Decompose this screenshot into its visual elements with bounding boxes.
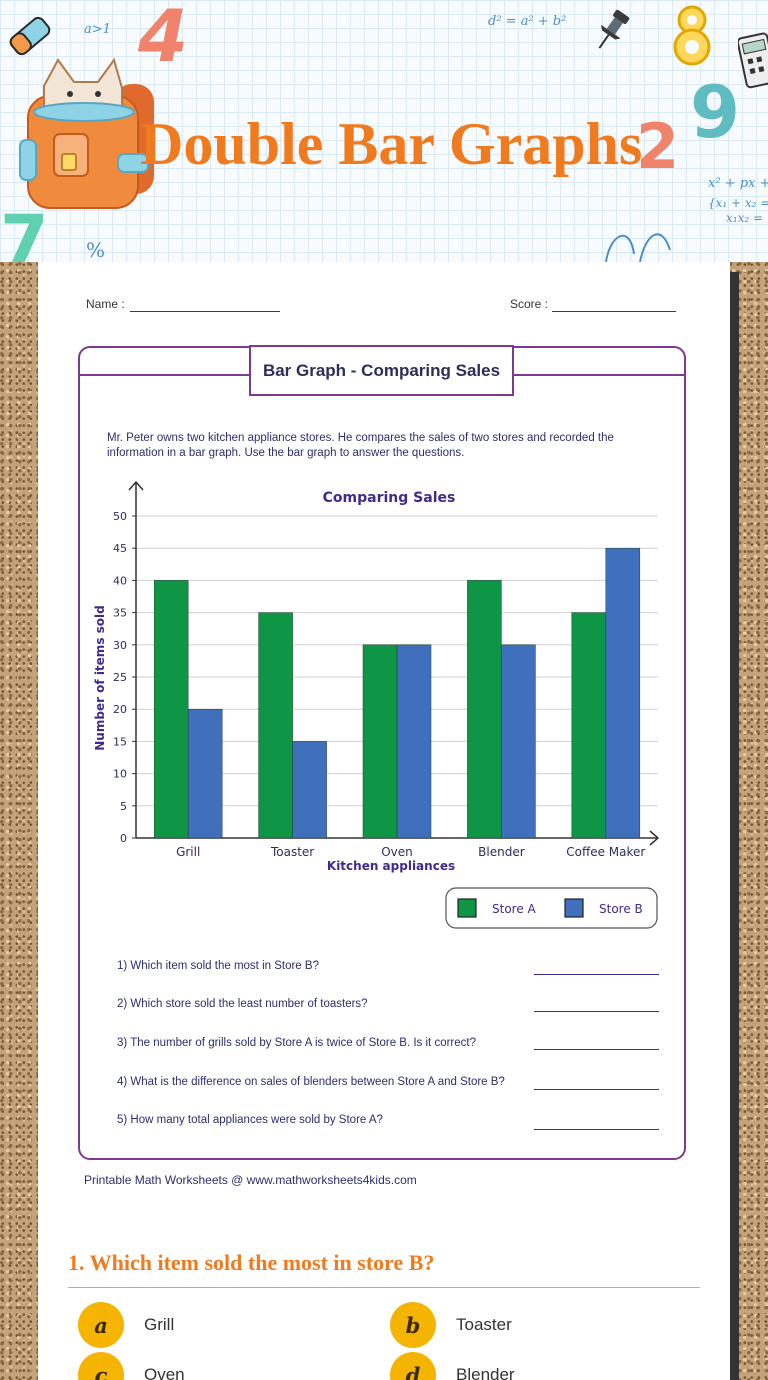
- score-line: [552, 311, 676, 312]
- worksheet-question-1: 1) Which item sold the most in Store B?: [117, 960, 319, 972]
- formula-system-second: x₁x₂ =: [726, 211, 764, 225]
- quiz-question: 1. Which item sold the most in store B?: [68, 1250, 435, 1275]
- digit-seven-decor: 7: [0, 200, 49, 262]
- y-axis-arrow: [128, 480, 144, 491]
- worksheet-image: Name : Score : Bar Graph - Comparing Sal…: [74, 290, 694, 1195]
- y-tick-label: 25: [113, 671, 127, 684]
- y-tick-label: 50: [113, 510, 127, 523]
- x-axis-arrow: [649, 830, 660, 846]
- option-d[interactable]: d Blender: [390, 1352, 515, 1380]
- name-line: [130, 311, 280, 312]
- page-title: Double Bar Graphs: [140, 111, 643, 177]
- bar-store-a: [258, 612, 293, 839]
- pushpin-icon: [598, 9, 630, 49]
- panel-side-rule: [730, 272, 739, 1380]
- bar-store-b: [187, 708, 223, 839]
- y-tick-label: 35: [113, 607, 127, 620]
- bar-store-b: [605, 547, 641, 839]
- worksheet-question-2: 2) Which store sold the least number of …: [117, 998, 368, 1010]
- option-d-label: Blender: [456, 1365, 515, 1380]
- option-d-badge: d: [390, 1352, 436, 1380]
- x-tick-label: Toaster: [270, 845, 314, 859]
- x-tick-label: Oven: [381, 845, 413, 859]
- answer-line-4: [534, 1089, 659, 1090]
- answer-line-5: [534, 1129, 659, 1130]
- percent-decor: %: [86, 238, 106, 262]
- chart-legend: [445, 887, 658, 929]
- answer-line-2: [534, 1011, 659, 1012]
- y-tick-label: 40: [113, 574, 127, 587]
- legend-label: Store A: [492, 902, 537, 916]
- legend-swatch: [564, 898, 584, 918]
- formula-square: d² = a² + b²: [488, 14, 567, 29]
- backpack-cat-icon: [19, 57, 154, 209]
- option-a[interactable]: a Grill: [78, 1302, 174, 1348]
- digit-four-decor: 4: [138, 0, 189, 78]
- y-tick-label: 20: [113, 703, 127, 716]
- eraser-icon: [9, 16, 51, 56]
- bar-chart: 0 5 10 15 20 25 30 35 40 45 50 Comparing Sales Kitch…: [93, 480, 660, 929]
- chart-title: Comparing Sales: [323, 490, 456, 506]
- digit-two-decor: 2: [636, 110, 680, 183]
- name-label: Name :: [86, 297, 125, 311]
- bar-store-a: [467, 580, 502, 839]
- swirl-decor: [605, 233, 671, 262]
- option-b-label: Toaster: [456, 1315, 512, 1334]
- option-c-badge: c: [78, 1352, 124, 1380]
- formula-quadratic: x² + px +: [708, 176, 768, 191]
- x-axis-title: Kitchen appliances: [327, 859, 455, 873]
- worksheet-question-4: 4) What is the difference on sales of bl…: [117, 1076, 505, 1088]
- answer-line-3: [534, 1049, 659, 1050]
- option-c[interactable]: c Oven: [78, 1352, 185, 1380]
- digit-eight-decor: [673, 5, 711, 66]
- option-b[interactable]: b Toaster: [390, 1302, 512, 1348]
- calculator-icon: [738, 32, 768, 89]
- option-b-badge: b: [390, 1302, 436, 1348]
- answer-line-1: [534, 974, 659, 975]
- legend-swatch: [457, 898, 477, 918]
- legend-label: Store B: [599, 902, 643, 916]
- y-tick-label: 0: [120, 832, 127, 845]
- digit-nine-decor: 9: [690, 70, 741, 154]
- bar-store-a: [571, 612, 607, 839]
- worksheet-footer: Printable Math Worksheets @ www.mathwork…: [84, 1173, 417, 1187]
- x-tick-label: Grill: [176, 845, 200, 859]
- header-banner: a>1 4 d² = a² + b² 9 2 x² + px + {x₁ + x…: [0, 0, 768, 262]
- worksheet-question-3: 3) The number of grills sold by Store A …: [117, 1037, 476, 1049]
- x-tick-label: Coffee Maker: [566, 845, 645, 859]
- bar-store-b: [292, 741, 327, 839]
- bar-store-b: [501, 644, 536, 839]
- worksheet-intro: Mr. Peter owns two kitchen appliance sto…: [107, 432, 614, 459]
- option-a-badge: a: [78, 1302, 124, 1348]
- score-label: Score :: [510, 297, 549, 311]
- formula-top: a>1: [84, 22, 111, 37]
- y-tick-label: 10: [113, 768, 127, 781]
- formula-system-first: {x₁ + x₂ =: [708, 196, 768, 210]
- y-tick-label: 30: [113, 639, 127, 652]
- y-axis-title: Number of items sold: [93, 605, 107, 750]
- bar-store-b: [396, 644, 432, 839]
- worksheet-heading: Bar Graph - Comparing Sales: [249, 345, 514, 396]
- bar-store-a: [362, 644, 398, 839]
- y-tick-label: 15: [113, 735, 127, 748]
- question-divider: [68, 1287, 700, 1288]
- bar-store-a: [153, 580, 189, 839]
- y-tick-label: 45: [113, 542, 127, 555]
- x-tick-label: Blender: [478, 845, 525, 859]
- y-tick-label: 5: [120, 800, 127, 813]
- worksheet-question-5: 5) How many total appliances were sold b…: [117, 1114, 383, 1126]
- option-c-label: Oven: [144, 1365, 185, 1380]
- option-a-label: Grill: [144, 1315, 175, 1334]
